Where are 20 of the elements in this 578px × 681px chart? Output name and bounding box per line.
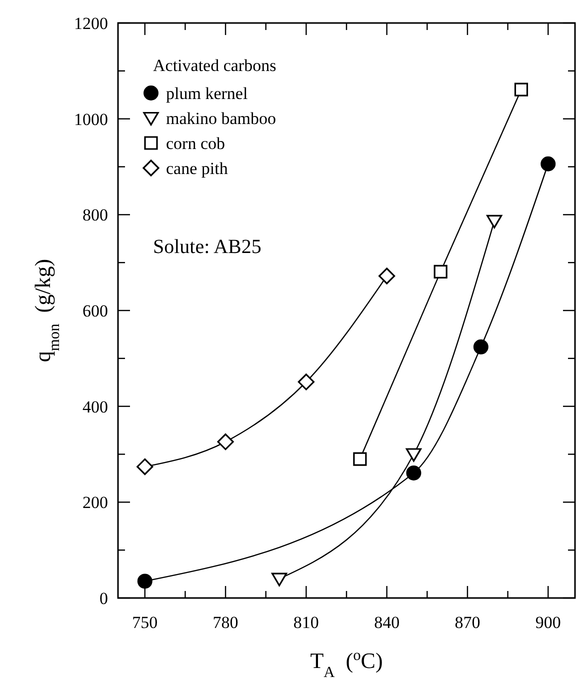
x-tick-label: 780 [212,613,238,632]
x-tick-label: 810 [293,613,319,632]
x-axis-title: T$_{A}$ ($^{o}$C) [310,646,383,680]
legend-label: corn cob [166,134,226,153]
x-tick-label: 900 [535,613,561,632]
x-tick-label: 840 [374,613,400,632]
y-tick-label: 0 [100,589,108,608]
legend-label: cane pith [166,159,228,178]
legend-title: Activated carbons [153,56,276,75]
y-tick-label: 400 [82,397,108,416]
y-tick-label: 800 [82,206,108,225]
y-tick-label: 600 [82,302,108,320]
legend-label: makino bamboo [166,109,276,128]
legend-label: plum kernel [166,84,248,103]
y-tick-label: 1200 [74,14,108,33]
annotation: Solute: AB25 [153,236,262,258]
y-tick-label: 200 [82,493,108,512]
x-tick-label: 870 [454,613,480,632]
x-tick-label: 750 [132,613,158,632]
y-tick-label: 1000 [74,110,108,129]
